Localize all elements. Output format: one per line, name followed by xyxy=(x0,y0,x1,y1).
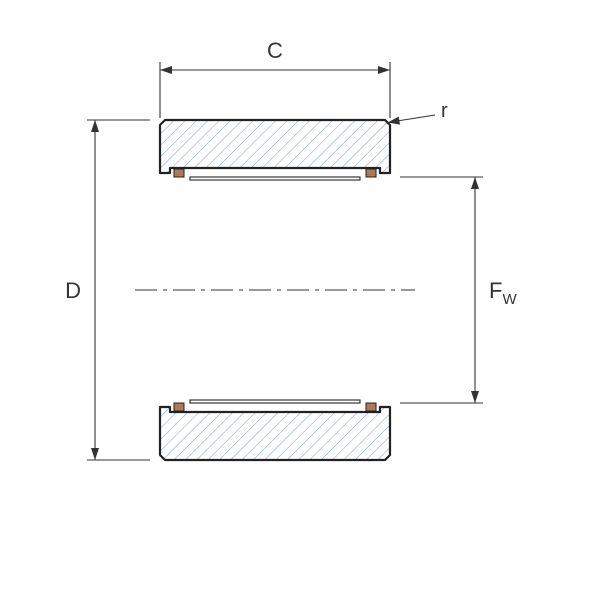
dim-C-arrow-right xyxy=(378,66,390,74)
dim-C-label: C xyxy=(267,38,283,63)
dim-D-arrow-bottom xyxy=(91,448,99,460)
roller-band-top xyxy=(190,177,360,180)
dim-Fw-label: FW xyxy=(489,278,517,308)
dim-r-label: r xyxy=(441,100,448,122)
dim-Fw-arrow-top xyxy=(471,177,479,189)
seal-3 xyxy=(366,403,376,411)
dim-D-label: D xyxy=(65,278,81,303)
seal-1 xyxy=(366,169,376,177)
dim-D-arrow-top xyxy=(91,120,99,132)
dim-Fw-arrow-bottom xyxy=(471,391,479,403)
ring-section-top xyxy=(160,120,390,173)
ring-section-bottom xyxy=(160,407,390,460)
seal-0 xyxy=(174,169,184,177)
seal-2 xyxy=(174,403,184,411)
roller-band-bottom xyxy=(190,400,360,403)
dim-C-arrow-left xyxy=(160,66,172,74)
